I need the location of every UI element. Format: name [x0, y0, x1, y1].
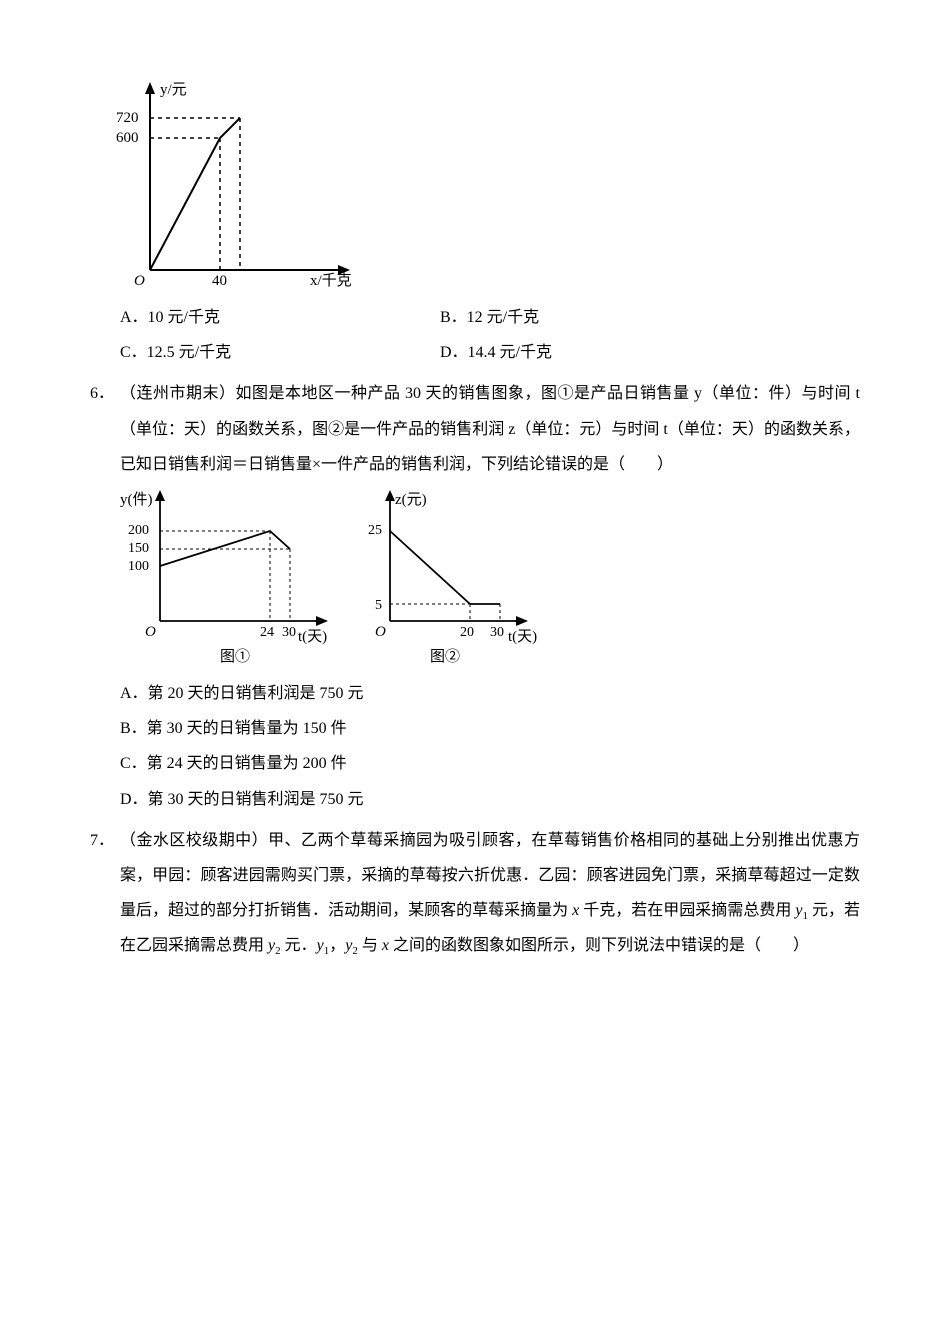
q7-p5: 与	[358, 937, 382, 954]
q7-p1: 千克，若在甲园采摘需总费用	[579, 902, 795, 919]
svg-text:O: O	[375, 624, 386, 640]
q5-option-c: C．12.5 元/千克	[120, 335, 440, 370]
svg-text:t(天): t(天)	[508, 629, 537, 645]
svg-text:图②: 图②	[430, 648, 460, 665]
chart-q6-svg: y(件) t(天) O 200 150 100 24 30 图① z(元) t(…	[120, 486, 540, 676]
svg-text:20: 20	[460, 625, 474, 640]
svg-text:100: 100	[128, 559, 149, 574]
q6-option-b: B．第 30 天的日销售量为 150 件	[120, 711, 860, 746]
svg-text:25: 25	[368, 523, 382, 538]
chart-q6-wrap: y(件) t(天) O 200 150 100 24 30 图① z(元) t(…	[120, 486, 860, 676]
q7-text: （金水区校级期中）甲、乙两个草莓采摘园为吸引顾客，在草莓销售价格相同的基础上分别…	[120, 823, 860, 964]
q7-p6: 之间的函数图象如图所示，则下列说法中错误的是（ ）	[389, 937, 809, 954]
q6: 6． （连州市期末）如图是本地区一种产品 30 天的销售图象，图①是产品日销售量…	[90, 376, 860, 482]
chart-q5-y600: 600	[116, 130, 139, 146]
chart-q5-origin: O	[134, 273, 145, 289]
q7-p4: ，	[329, 937, 345, 954]
q5-option-a: A．10 元/千克	[120, 300, 440, 335]
chart-q5-ylabel: y/元	[160, 82, 187, 98]
q6-option-a: A．第 20 天的日销售利润是 750 元	[120, 676, 860, 711]
q6-text: （连州市期末）如图是本地区一种产品 30 天的销售图象，图①是产品日销售量 y（…	[120, 376, 860, 482]
q6-options: A．第 20 天的日销售利润是 750 元 B．第 30 天的日销售量为 150…	[120, 676, 860, 817]
q6-option-c: C．第 24 天的日销售量为 200 件	[120, 746, 860, 781]
svg-text:t(天): t(天)	[298, 629, 327, 645]
q5-options-row1: A．10 元/千克 B．12 元/千克	[120, 300, 860, 335]
chart-q5: y/元 x/千克 O 720 600 40	[110, 80, 860, 290]
q7-p3: 元．	[281, 937, 317, 954]
svg-text:200: 200	[128, 523, 149, 538]
svg-text:z(元): z(元)	[395, 492, 427, 508]
svg-text:30: 30	[282, 625, 296, 640]
q7: 7． （金水区校级期中）甲、乙两个草莓采摘园为吸引顾客，在草莓销售价格相同的基础…	[90, 823, 860, 964]
chart-q5-y720: 720	[116, 110, 139, 126]
svg-text:y(件): y(件)	[120, 491, 153, 508]
chart-q5-svg: y/元 x/千克 O 720 600 40	[110, 80, 370, 290]
q5-options-row2: C．12.5 元/千克 D．14.4 元/千克	[120, 335, 860, 370]
svg-text:图①: 图①	[220, 648, 250, 665]
q7-number: 7．	[90, 823, 120, 964]
chart-q5-xlabel: x/千克	[310, 272, 352, 289]
chart-q5-x40: 40	[212, 273, 227, 289]
svg-text:30: 30	[490, 625, 504, 640]
q6-number: 6．	[90, 376, 120, 482]
svg-text:24: 24	[260, 625, 274, 640]
svg-text:5: 5	[375, 598, 382, 613]
q5-option-d: D．14.4 元/千克	[440, 335, 760, 370]
q5-option-b: B．12 元/千克	[440, 300, 760, 335]
svg-text:150: 150	[128, 541, 149, 556]
q6-option-d: D．第 30 天的日销售利润是 750 元	[120, 782, 860, 817]
q7-xb: x	[382, 937, 389, 954]
svg-text:O: O	[145, 624, 156, 640]
q7-y1b: y	[317, 937, 324, 954]
